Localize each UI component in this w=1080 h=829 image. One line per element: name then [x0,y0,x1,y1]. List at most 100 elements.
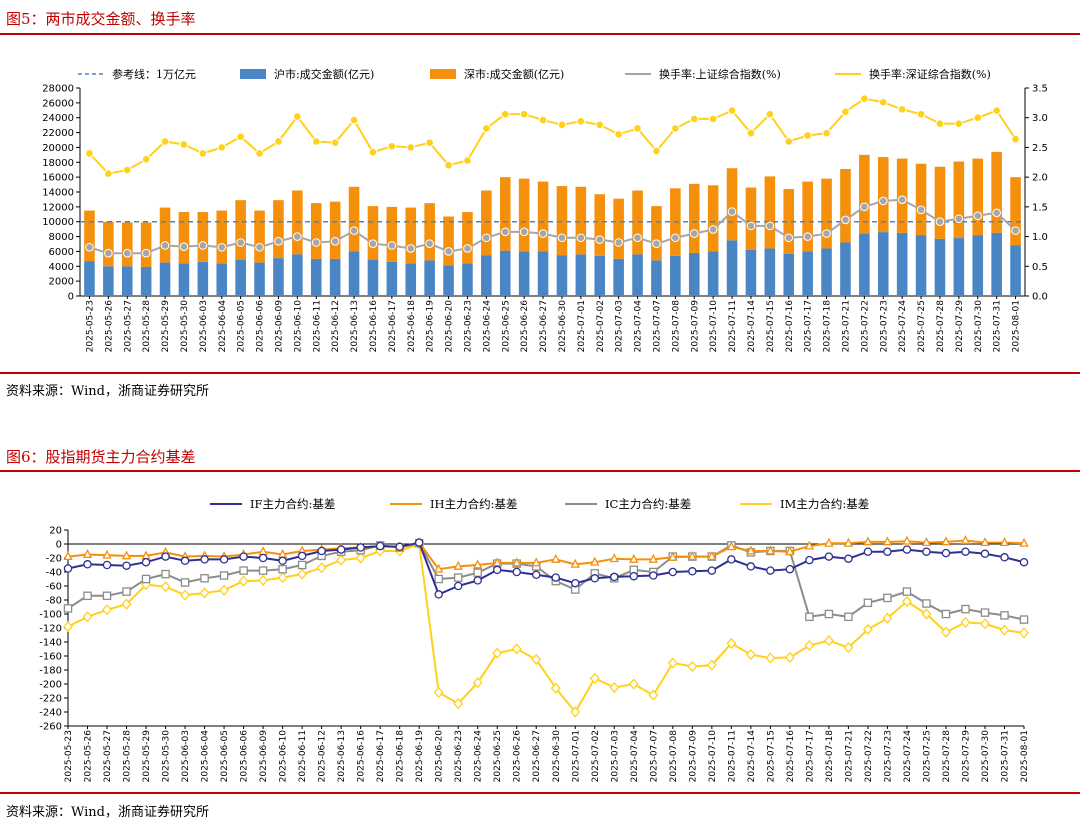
IM-point [980,618,990,630]
sh-turnover-point [614,238,623,247]
bar-sz [273,200,284,259]
sz-turnover-point [160,137,170,146]
sz-turnover-point [293,112,302,121]
IM-point [63,621,73,633]
y-tick-label: -40 [46,568,62,579]
sh-turnover-point [595,235,605,244]
bar-sh [462,263,473,296]
bar-sh [140,267,152,296]
IF-point [161,552,170,561]
sz-turnover-point [255,149,264,158]
x-tick-label: 2025-06-24 [474,730,484,783]
sz-turnover-point [652,146,661,156]
left-tick-label: 24000 [42,113,74,124]
IM-point [921,608,932,620]
bar-sz [651,206,662,261]
sz-turnover-point [689,114,699,124]
IF-point [590,574,600,583]
x-tick-label: 2025-05-27 [103,730,113,782]
sh-turnover-point [576,233,586,243]
x-tick-label: 2025-06-11 [312,300,322,352]
IM-point [258,574,269,586]
sz-turnover-point [444,160,453,170]
bar-sh [405,263,417,296]
bar-sh [424,260,435,296]
sh-turnover-point [519,227,529,237]
x-tick-label: 2025-07-21 [841,300,851,352]
left-tick-label: 26000 [42,98,74,109]
x-tick-label: 2025-08-01 [1020,730,1030,782]
IH-point [102,549,112,559]
chart2-legend: IF主力合约:基差 IH主力合约:基差 IC主力合约:基差 IM主力合约:基差 [210,497,869,511]
x-tick-label: 2025-07-17 [804,300,814,352]
legend-label: 换手率:上证综合指数(%) [659,67,781,81]
sz-turnover-point [860,94,869,103]
IF-point [239,552,248,561]
IH-point [921,537,932,547]
IF-point [863,547,873,556]
x-tick-label: 2025-07-10 [708,730,718,783]
left-tick-label: 22000 [42,128,74,139]
bar-sh [103,266,114,296]
sh-turnover-point [538,229,548,238]
sz-turnover-point [595,120,605,130]
bar-sz [140,222,152,268]
x-tick-label: 2025-06-25 [501,300,511,352]
IM-point [199,587,210,599]
x-tick-label: 2025-05-23 [85,300,95,352]
sz-turnover-point [897,105,907,114]
IH-point [668,551,678,561]
IF-point [883,547,892,556]
IM-point [121,598,132,610]
y-tick-label: 20 [49,526,62,537]
bar-sh [537,251,549,296]
left-tick-label: 8000 [49,232,74,243]
x-tick-label: 2025-05-27 [123,300,133,352]
sh-turnover-point [104,248,113,258]
sz-turnover-point [425,138,434,147]
IM-point [589,672,600,684]
figure1-title: 图5：两市成交金额、换手率 [6,10,196,28]
IF-point [492,565,502,575]
sh-turnover-point [85,242,94,252]
IH-point [473,559,483,569]
sh-turnover-point [841,215,850,225]
legend-label: IM主力合约:基差 [780,497,869,511]
IF-point [219,555,229,564]
IH-point [63,551,73,561]
IH-point [902,535,912,545]
IC-point [297,560,307,570]
IC-point [844,612,853,622]
x-tick-label: 2025-07-17 [805,730,815,782]
x-tick-label: 2025-06-30 [552,730,562,783]
IH-point [258,546,268,556]
IH-point [277,548,288,558]
IC-point [239,566,248,575]
legend-swatch-sz [430,69,456,79]
IM-point [1019,627,1029,639]
sh-turnover-point [179,242,189,251]
bar-sh [197,261,209,296]
IM-point [82,611,93,623]
x-tick-label: 2025-07-09 [688,730,698,783]
IC-point [258,566,268,575]
sz-turnover-point [614,130,623,139]
IM-point [492,647,503,659]
x-tick-label: 2025-07-15 [766,300,776,352]
IM-point [706,659,717,671]
x-tick-label: 2025-07-08 [671,300,681,353]
legend-label: IF主力合约:基差 [250,497,335,511]
bar-sh [613,258,624,296]
bar-sh [443,265,454,296]
bar-sh [575,254,587,296]
IF-point [551,573,561,582]
IC-point [980,608,990,617]
bar-sz [216,210,228,264]
bar-sz [405,207,417,264]
IF-point [668,567,678,577]
x-tick-label: 2025-06-17 [376,730,386,782]
IM-point [219,584,230,596]
IM-point [160,581,171,593]
x-tick-label: 2025-07-16 [785,300,795,353]
sh-turnover-series [85,195,1020,258]
